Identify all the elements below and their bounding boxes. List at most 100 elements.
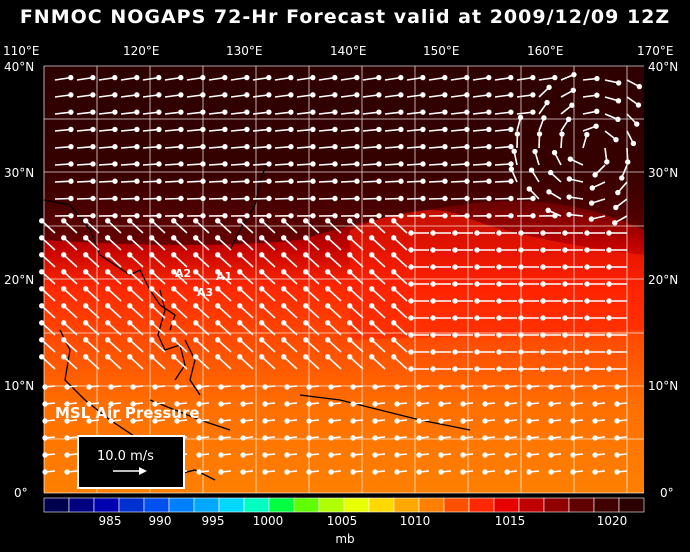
wind-vector-head [530,109,536,115]
wind-vector-head [526,186,533,192]
wind-vector-head [127,269,133,275]
wind-vector-head [178,161,184,167]
wind-vector-head [615,98,622,104]
colorbar-label-995: 995 [201,514,225,528]
wind-vector-head [442,126,448,133]
wind-vector-head [420,178,426,184]
wind-vector-head [615,116,621,123]
wind-vector-head [442,143,448,150]
wind-vector-head [442,109,448,115]
wind-vector-head [540,332,546,338]
wind-vector-head [548,435,554,441]
wind-vector-head [310,143,316,150]
wind-vector-head [64,452,70,458]
wind-vector-head [259,218,265,224]
wind-vector-head [262,435,268,441]
wind-vector-head [464,213,470,219]
wind-vector-head [134,143,140,150]
wind-vector-head [156,213,162,219]
wind-vector [261,271,276,285]
wind-vector-head [237,286,243,292]
wind-vector [261,220,276,234]
wind-vector-head [540,281,546,287]
wind-vector-head [526,401,532,407]
wind-vector [85,339,100,353]
wind-vector-head [518,298,524,304]
wind-vector-head [42,452,48,458]
wind-vector-head [544,99,550,106]
wind-vector-head [619,175,625,181]
wind-vector-head [482,435,488,441]
wind-vector-head [222,74,228,81]
wind-vector-head [518,281,524,287]
wind-vector-head [416,435,422,441]
wind-vector [173,237,188,251]
wind-vector-head [266,161,272,167]
lat-label-10-left: 10°N [4,379,35,393]
wind-vector-head [452,298,458,304]
wind-vector-head [604,159,610,165]
wind-vector-head [303,235,309,241]
wind-vector-head [614,384,620,390]
wind-vector-head [215,269,221,275]
wind-vector-head [486,143,492,150]
wind-vector-head [152,418,158,424]
wind-vector [41,322,56,336]
wind-vector-head [376,178,382,184]
wind-vector-head [592,172,598,178]
wind-vector [349,220,364,234]
wind-vector [107,356,122,370]
wind-vector-head [130,384,136,390]
wind-vector-head [68,126,74,133]
wind-vector-head [398,178,404,184]
wind-vector [305,356,320,370]
wind-vector-head [237,269,243,275]
wind-vector [195,254,210,268]
wind-vector-head [61,286,67,292]
wind-vector [393,288,408,302]
wind-vector-head [548,418,554,424]
colorbar-label-1015: 1015 [494,514,526,528]
wind-vector [371,356,386,370]
wind-vector-head [306,401,312,407]
wind-vector-head [584,315,590,321]
wind-vector-head [430,230,436,236]
wind-vector-head [42,384,48,390]
wind-vector-head [562,349,568,355]
wind-vector-head [496,281,502,287]
wind-vector-head [68,74,74,81]
wind-vector [305,305,320,319]
wind-vector-head [548,452,554,458]
wind-vector-head [259,252,265,258]
wind-vector [283,254,298,268]
wind-vector-head [156,195,162,202]
wind-vector-head [394,401,400,407]
wind-vector-head [178,92,184,98]
wind-vector [173,288,188,302]
wind-vector [261,305,276,319]
wind-vector-head [39,269,45,275]
wind-vector-head [369,303,375,309]
wind-vector-head [105,218,111,224]
wind-vector-head [372,452,378,458]
wind-vector-head [303,252,309,258]
wind-vector-head [438,384,444,390]
wind-vector-head [39,218,45,224]
wind-vector [63,220,78,234]
wind-vector-head [61,337,67,343]
wind-vector-head [350,435,356,441]
wind-vector-head [222,178,228,184]
wind-vector-head [416,401,422,407]
wind-vector-head [545,207,551,214]
wind-vector-head [452,315,458,321]
wind-vector-head [584,281,590,287]
wind-vector [151,271,166,285]
map-title: FNMOC NOGAPS 72-Hr Forecast valid at 200… [19,6,671,28]
wind-vector-head [134,126,140,133]
wind-vector-head [105,337,111,343]
wind-vector [327,322,342,336]
wind-vector [85,356,100,370]
wind-vector-head [496,247,502,253]
wind-vector-head [376,92,382,98]
wind-vector-head [391,354,397,360]
